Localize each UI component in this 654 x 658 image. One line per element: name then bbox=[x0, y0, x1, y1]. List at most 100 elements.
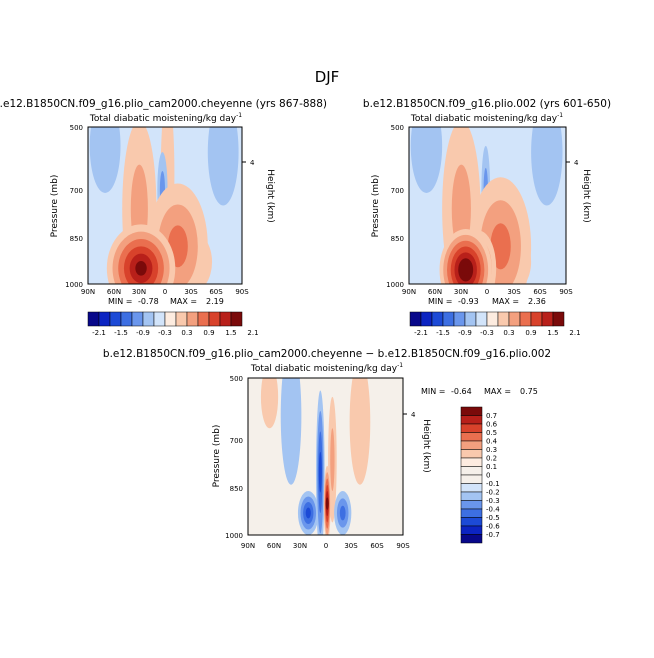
xtick-label: 30N bbox=[454, 288, 468, 296]
colorbar-label: 0.3 bbox=[181, 329, 192, 337]
panel-left-min-label: MIN = bbox=[108, 297, 133, 306]
colorbar-label: -2.1 bbox=[414, 329, 428, 337]
panel-diff-max-value: 0.75 bbox=[520, 387, 538, 396]
colorbar-swatch bbox=[460, 517, 483, 527]
ytick-label: 700 bbox=[230, 437, 243, 445]
panel-right-yticks: 500 700 850 1000 bbox=[386, 124, 404, 289]
panel-diff-xticks: 90N 60N 30N 0 30S 60S 90S bbox=[241, 542, 410, 550]
xtick-label: 30S bbox=[344, 542, 358, 550]
colorbar-label: 2.1 bbox=[569, 329, 580, 337]
ytick-label: 700 bbox=[70, 187, 83, 195]
colorbar-label: 0.6 bbox=[486, 421, 498, 429]
colorbar-label: -0.6 bbox=[486, 523, 500, 531]
colorbar-swatch bbox=[460, 440, 483, 450]
colorbar-label: 0.1 bbox=[486, 463, 497, 471]
colorbar-label: -0.7 bbox=[486, 531, 500, 539]
colorbar-swatch bbox=[460, 466, 483, 476]
panel-left-max-label: MAX = bbox=[170, 297, 197, 306]
xtick-label: 30N bbox=[132, 288, 146, 296]
colorbar-swatch bbox=[230, 311, 243, 327]
xtick-label: 90N bbox=[81, 288, 95, 296]
colorbar-label: 0.4 bbox=[486, 438, 498, 446]
colorbar-swatch bbox=[460, 457, 483, 467]
ytick-label: 850 bbox=[70, 235, 83, 243]
colorbar-label: -0.1 bbox=[486, 480, 500, 488]
colorbar-label: 0.7 bbox=[486, 412, 497, 420]
panel-left-colorbar: -2.1 -1.5 -0.9 -0.3 0.3 0.9 1.5 2.1 bbox=[87, 311, 259, 337]
contour-band bbox=[349, 378, 371, 485]
contour-band bbox=[330, 428, 335, 492]
colorbar-label: -1.5 bbox=[436, 329, 450, 337]
colorbar-swatch bbox=[460, 534, 483, 544]
xtick-label: 30S bbox=[184, 288, 198, 296]
colorbar-label: -1.5 bbox=[114, 329, 128, 337]
panel-left-xticks: 90N 60N 30N 0 30S 60S 90S bbox=[81, 288, 249, 296]
panel-right-xticks: 90N 60N 30N 0 30S 60S 90S bbox=[402, 288, 573, 296]
panel-right-field bbox=[410, 127, 563, 284]
colorbar-label: 1.5 bbox=[547, 329, 558, 337]
panel-diff-max-label: MAX = bbox=[484, 387, 511, 396]
colorbar-swatch bbox=[460, 500, 483, 510]
xtick-label: 60S bbox=[370, 542, 384, 550]
colorbar-swatch bbox=[486, 311, 499, 327]
ytick-label: 1000 bbox=[225, 532, 243, 540]
panel-right-min-label: MIN = bbox=[428, 297, 453, 306]
colorbar-swatch bbox=[453, 311, 466, 327]
ytick-label: 500 bbox=[70, 124, 83, 132]
colorbar-swatch bbox=[164, 311, 177, 327]
colorbar-swatch bbox=[552, 311, 565, 327]
colorbar-label: -0.9 bbox=[458, 329, 472, 337]
xtick-label: 0 bbox=[163, 288, 167, 296]
colorbar-label: -0.3 bbox=[158, 329, 172, 337]
contour-band bbox=[339, 505, 346, 521]
colorbar-swatch bbox=[460, 423, 483, 433]
panel-left-title: b.e12.B1850CN.f09_g16.plio_cam2000.cheye… bbox=[0, 98, 327, 110]
colorbar-swatch bbox=[409, 311, 422, 327]
panel-left-field bbox=[89, 127, 239, 284]
colorbar-label: 0.2 bbox=[486, 455, 497, 463]
colorbar-label: -0.3 bbox=[480, 329, 494, 337]
colorbar-label: -0.3 bbox=[486, 497, 500, 505]
panel-diff-yticks: 500 700 850 1000 bbox=[225, 375, 243, 540]
colorbar-label: 0 bbox=[486, 472, 490, 480]
panel-diff-min-label: MIN = bbox=[421, 387, 446, 396]
colorbar-swatch bbox=[186, 311, 199, 327]
xtick-label: 60N bbox=[267, 542, 281, 550]
panel-right-max-value: 2.36 bbox=[528, 297, 546, 306]
xtick-label: 90S bbox=[235, 288, 249, 296]
panel-diff-subtitle: Total diabatic moistening/kg day-1 bbox=[250, 362, 403, 374]
colorbar-swatch bbox=[464, 311, 477, 327]
colorbar-swatch bbox=[131, 311, 144, 327]
xtick-label: 90S bbox=[396, 542, 410, 550]
panel-right-ylabel-right: Height (km) bbox=[581, 169, 591, 223]
panel-diff-ylabel: Pressure (mb) bbox=[212, 425, 222, 488]
xtick-label: 0 bbox=[485, 288, 489, 296]
contour-band bbox=[461, 264, 470, 276]
panel-diff-frame bbox=[247, 377, 404, 536]
panel-left-subtitle: Total diabatic moistening/kg day-1 bbox=[89, 112, 242, 124]
panel-right-subtitle: Total diabatic moistening/kg day-1 bbox=[410, 112, 563, 124]
panel-right: b.e12.B1850CN.f09_g16.plio.002 (yrs 601-… bbox=[363, 98, 611, 337]
panel-left: b.e12.B1850CN.f09_g16.plio_cam2000.cheye… bbox=[0, 98, 327, 337]
colorbar-swatch bbox=[98, 311, 111, 327]
colorbar-swatch bbox=[460, 491, 483, 501]
contour-band bbox=[89, 127, 121, 193]
panel-left-ylabel-right: Height (km) bbox=[265, 169, 275, 223]
right-tick-label: 4 bbox=[411, 411, 416, 419]
colorbar-label: 0.3 bbox=[503, 329, 514, 337]
colorbar-swatch bbox=[109, 311, 122, 327]
colorbar-swatch bbox=[153, 311, 166, 327]
contour-band bbox=[260, 378, 279, 429]
ytick-label: 850 bbox=[230, 485, 243, 493]
panel-diff-min-value: -0.64 bbox=[451, 387, 472, 396]
colorbar-swatch bbox=[460, 449, 483, 459]
colorbar-swatch bbox=[219, 311, 232, 327]
panel-right-colorbar: -2.1 -1.5 -0.9 -0.3 0.3 0.9 1.5 2.1 bbox=[409, 311, 581, 337]
panel-diff-ylabel-right: Height (km) bbox=[421, 419, 431, 473]
panel-left-frame bbox=[87, 126, 243, 285]
xtick-label: 0 bbox=[324, 542, 328, 550]
colorbar-label: 1.5 bbox=[225, 329, 236, 337]
panel-diff-title: b.e12.B1850CN.f09_g16.plio_cam2000.cheye… bbox=[103, 348, 551, 360]
panel-left-ylabel: Pressure (mb) bbox=[50, 175, 60, 238]
ytick-label: 500 bbox=[230, 375, 243, 383]
